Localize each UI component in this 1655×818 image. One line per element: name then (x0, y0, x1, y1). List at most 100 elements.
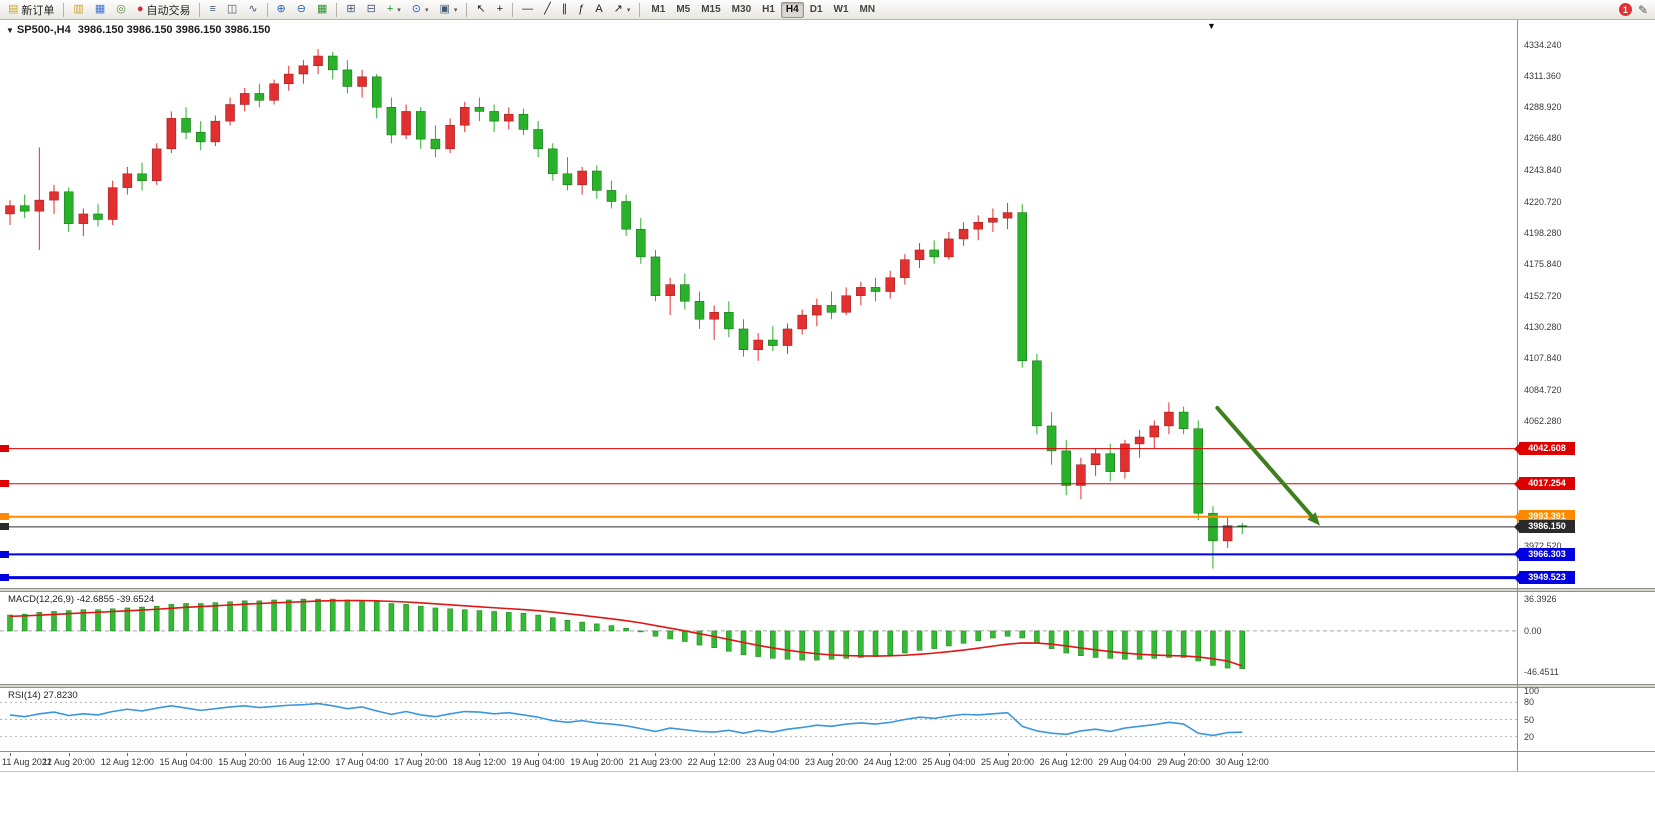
timeframe-button-m15[interactable]: M15 (701, 3, 721, 15)
charts-button[interactable]: ▥ (68, 0, 88, 19)
edit-icon[interactable]: ✎ (1637, 2, 1648, 17)
text-button[interactable]: A (590, 0, 607, 19)
pane-separator-macd[interactable] (0, 588, 1655, 592)
time-axis-label: 29 Aug 04:00 (1098, 757, 1152, 767)
hline-left-marker[interactable] (0, 550, 9, 558)
hline-left-marker[interactable] (0, 480, 9, 488)
rsi-axis-label: 100 (1524, 686, 1540, 696)
hline-price-tag[interactable]: 3949.523 (1514, 571, 1575, 585)
hline-left-marker[interactable] (0, 445, 9, 453)
chart-shift-marker: ▼ (1207, 21, 1216, 31)
line-chart-mode-button[interactable]: ∿ (243, 0, 262, 19)
indicators-button[interactable]: + ▾ (382, 0, 406, 19)
time-axis-label: 29 Aug 20:00 (1157, 757, 1211, 767)
timeframe-button-mn[interactable]: MN (859, 3, 876, 15)
toolbar-separator (466, 2, 468, 17)
tile-windows-button[interactable]: ⊞ (341, 0, 360, 19)
toolbar-right-cluster: 1 ✎ (1618, 2, 1652, 17)
toolbar-separator (266, 2, 268, 17)
timeframe-button-m5[interactable]: M5 (676, 3, 691, 15)
auto-scroll-button[interactable]: ⊟ (362, 0, 381, 19)
bar-chart-mode-icon: ≡ (209, 3, 216, 15)
autotrading-button[interactable]: ● 自动交易 (132, 0, 196, 19)
hline-price-tag[interactable]: 4042.608 (1514, 442, 1575, 456)
templates-icon: ▣ (439, 3, 450, 15)
pane-separator-rsi[interactable] (0, 684, 1655, 688)
time-axis-label: 17 Aug 04:00 (335, 757, 389, 767)
time-axis-label: 18 Aug 12:00 (452, 757, 506, 767)
periods-button[interactable]: ⊙ ▾ (407, 0, 434, 19)
macd-values: -42.6855 -39.6524 (76, 594, 155, 605)
macd-indicator-label: MACD(12,26,9) -42.6855 -39.6524 (8, 594, 154, 605)
price-scale-label: 3972.520 (1524, 540, 1562, 551)
timeframe-button-h4[interactable]: H4 (780, 1, 804, 18)
time-axis-label: 11 Aug 2022 (2, 757, 52, 767)
fibonacci-icon: ƒ (578, 3, 585, 15)
notification-badge[interactable]: 1 (1618, 3, 1632, 16)
refresh-button[interactable]: ◎ (111, 0, 131, 19)
price-scale-label: 4243.840 (1524, 164, 1562, 175)
equidistant-channel-button[interactable]: ∥ (557, 0, 573, 19)
trendline-button[interactable]: ╱ (539, 0, 556, 19)
horizontal-lines[interactable] (0, 448, 1517, 580)
fibonacci-button[interactable]: ƒ (573, 0, 589, 19)
time-axis-tick (303, 753, 305, 756)
time-axis-tick (479, 753, 481, 756)
price-scale-label: 4175.840 (1524, 259, 1562, 270)
macd-title: MACD(12,26,9) (8, 594, 74, 605)
zoom-out-button[interactable]: ⊖ (292, 0, 311, 19)
new-order-button[interactable]: ▤ 新订单 (3, 0, 59, 19)
toolbar-separator (199, 2, 201, 17)
time-axis-tick (1242, 753, 1244, 756)
crosshair-button[interactable]: + (492, 0, 508, 19)
time-axis-label: 22 Aug 12:00 (687, 757, 741, 767)
horizontal-line-button[interactable]: ― (517, 0, 538, 19)
macd-signal-line (9, 599, 1243, 667)
time-axis-label: 24 Aug 12:00 (863, 757, 917, 767)
price-scale-label: 4107.840 (1524, 353, 1562, 364)
profiles-button[interactable]: ▦ (90, 0, 110, 19)
timeframe-button-w1[interactable]: W1 (833, 3, 849, 15)
price-scale-label: 4220.720 (1524, 196, 1562, 207)
bid-price-tag[interactable]: 3986.150 (1514, 520, 1575, 534)
time-axis-tick (890, 753, 892, 756)
timeframe-button-m1[interactable]: M1 (651, 3, 666, 15)
price-scale-label: 4266.480 (1524, 133, 1562, 144)
bar-chart-mode-button[interactable]: ≡ (204, 0, 220, 19)
timeframe-button-h1[interactable]: H1 (762, 3, 775, 15)
charts-icon: ▥ (73, 3, 84, 15)
periods-caret-icon: ▾ (424, 6, 429, 14)
candle-chart-mode-button[interactable]: ◫ (222, 0, 242, 19)
hline-left-marker[interactable] (0, 523, 9, 531)
cursor-button[interactable]: ↖ (471, 0, 490, 19)
hline-left-marker[interactable] (0, 513, 9, 521)
hline-price-tag[interactable]: 3993.391 (1514, 510, 1575, 524)
timeframe-button-d1[interactable]: D1 (809, 3, 823, 15)
price-scale-label: 4130.280 (1524, 322, 1562, 333)
hline-price-tag[interactable]: 4017.254 (1514, 477, 1575, 491)
hline-left-marker[interactable] (0, 574, 9, 582)
hline-price-tag[interactable]: 3966.303 (1514, 547, 1575, 561)
time-axis-tick (1183, 753, 1185, 756)
profiles-icon: ▦ (94, 3, 106, 15)
time-axis-label: 15 Aug 20:00 (218, 757, 272, 767)
cursor-icon: ↖ (476, 3, 486, 15)
zoom-in-button[interactable]: ⊕ (272, 0, 291, 19)
zoom-in-icon: ⊕ (276, 3, 286, 15)
time-axis-tick (362, 753, 364, 756)
time-axis-tick (831, 753, 833, 756)
time-axis-label: 16 Aug 12:00 (276, 757, 330, 767)
time-axis-tick (420, 753, 422, 756)
timeframe-button-m30[interactable]: M30 (731, 3, 752, 15)
chart-dropdown-icon[interactable]: ▼ (6, 26, 14, 35)
time-axis-label: 11 Aug 20:00 (42, 757, 95, 767)
arrows-button[interactable]: ↗ ▾ (609, 0, 636, 19)
macd-pane (0, 598, 1517, 669)
rsi-axis-label: 80 (1524, 697, 1535, 708)
templates-button[interactable]: ▣ ▾ (435, 0, 463, 19)
chart-ohlc-values: 3986.150 3986.150 3986.150 3986.150 (77, 24, 271, 36)
trend-arrow[interactable] (1215, 405, 1321, 526)
time-axis-tick (1124, 753, 1126, 756)
grid-button[interactable]: ▦ (312, 0, 332, 19)
